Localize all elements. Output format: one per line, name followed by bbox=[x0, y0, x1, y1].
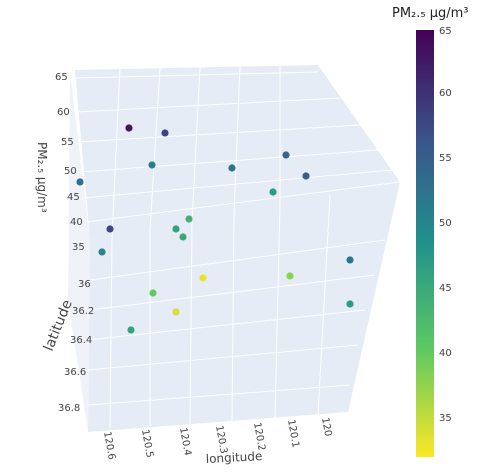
y-axis-ticks: 36 36.2 36.4 36.6 36.8 bbox=[58, 279, 94, 414]
z-tick-label: 35 bbox=[72, 242, 85, 253]
y-tick-label: 36.8 bbox=[58, 403, 80, 414]
data-point[interactable] bbox=[179, 233, 187, 241]
colorbar-ticks: 65 60 55 50 45 40 35 bbox=[439, 26, 452, 424]
z-tick-label: 50 bbox=[64, 166, 77, 177]
x-tick-label: 120.1 bbox=[285, 419, 301, 449]
x-tick-label: 120.6 bbox=[101, 431, 117, 461]
z-tick-label: 60 bbox=[57, 107, 70, 118]
z-axis-ticks: 65 60 55 50 45 40 35 bbox=[55, 72, 85, 253]
data-points bbox=[76, 124, 354, 334]
colorbar-title: PM₂.₅ μg/m³ bbox=[392, 6, 469, 21]
x-tick-label: 120.5 bbox=[139, 429, 155, 459]
data-point[interactable] bbox=[148, 161, 156, 169]
y-tick-label: 36 bbox=[78, 279, 91, 290]
data-point[interactable] bbox=[269, 188, 277, 196]
z-tick-label: 40 bbox=[70, 217, 83, 228]
data-point[interactable] bbox=[125, 124, 133, 132]
data-point[interactable] bbox=[127, 326, 135, 334]
data-point[interactable] bbox=[161, 129, 169, 137]
colorbar-tick-label: 65 bbox=[439, 26, 452, 37]
colorbar-tick-label: 60 bbox=[439, 88, 452, 99]
x-tick-label: 120.3 bbox=[213, 425, 229, 455]
data-point[interactable] bbox=[172, 225, 180, 233]
colorbar-tick-label: 45 bbox=[439, 283, 452, 294]
data-point[interactable] bbox=[228, 164, 236, 172]
x-tick-label: 120 bbox=[319, 417, 333, 438]
data-point[interactable] bbox=[346, 256, 354, 264]
colorbar-tick-label: 50 bbox=[439, 218, 452, 229]
data-point[interactable] bbox=[106, 225, 114, 233]
data-point[interactable] bbox=[286, 272, 294, 280]
colorbar-gradient bbox=[416, 30, 434, 457]
data-point[interactable] bbox=[98, 248, 106, 256]
x-tick-label: 120.4 bbox=[177, 427, 193, 457]
side-wall-plane bbox=[68, 70, 90, 432]
x-axis-ticks: 120.6 120.5 120.4 120.3 120.2 120.1 120 bbox=[101, 417, 333, 461]
x-tick-label: 120.2 bbox=[251, 422, 267, 452]
grid-lines bbox=[74, 65, 401, 429]
data-point[interactable] bbox=[302, 172, 310, 180]
data-point[interactable] bbox=[172, 308, 180, 316]
colorbar-tick-label: 55 bbox=[439, 153, 452, 164]
x-axis-title: longitude bbox=[205, 449, 262, 466]
z-tick-label: 55 bbox=[61, 137, 74, 148]
colorbar-tick-label: 35 bbox=[439, 413, 452, 424]
y-tick-label: 36.2 bbox=[72, 306, 94, 317]
data-point[interactable] bbox=[199, 274, 207, 282]
data-point[interactable] bbox=[149, 289, 157, 297]
floor-plane bbox=[88, 182, 400, 432]
y-tick-label: 36.6 bbox=[64, 367, 86, 378]
data-point[interactable] bbox=[76, 178, 84, 186]
z-tick-label: 45 bbox=[67, 192, 80, 203]
data-point[interactable] bbox=[282, 151, 290, 159]
y-tick-label: 36.4 bbox=[70, 335, 92, 346]
data-point[interactable] bbox=[346, 300, 354, 308]
back-wall-plane bbox=[75, 65, 400, 240]
colorbar-tick-label: 40 bbox=[439, 348, 452, 359]
z-axis-title: PM₂.₅ μg/m³ bbox=[35, 142, 49, 213]
z-tick-label: 65 bbox=[55, 72, 68, 83]
data-point[interactable] bbox=[185, 215, 193, 223]
